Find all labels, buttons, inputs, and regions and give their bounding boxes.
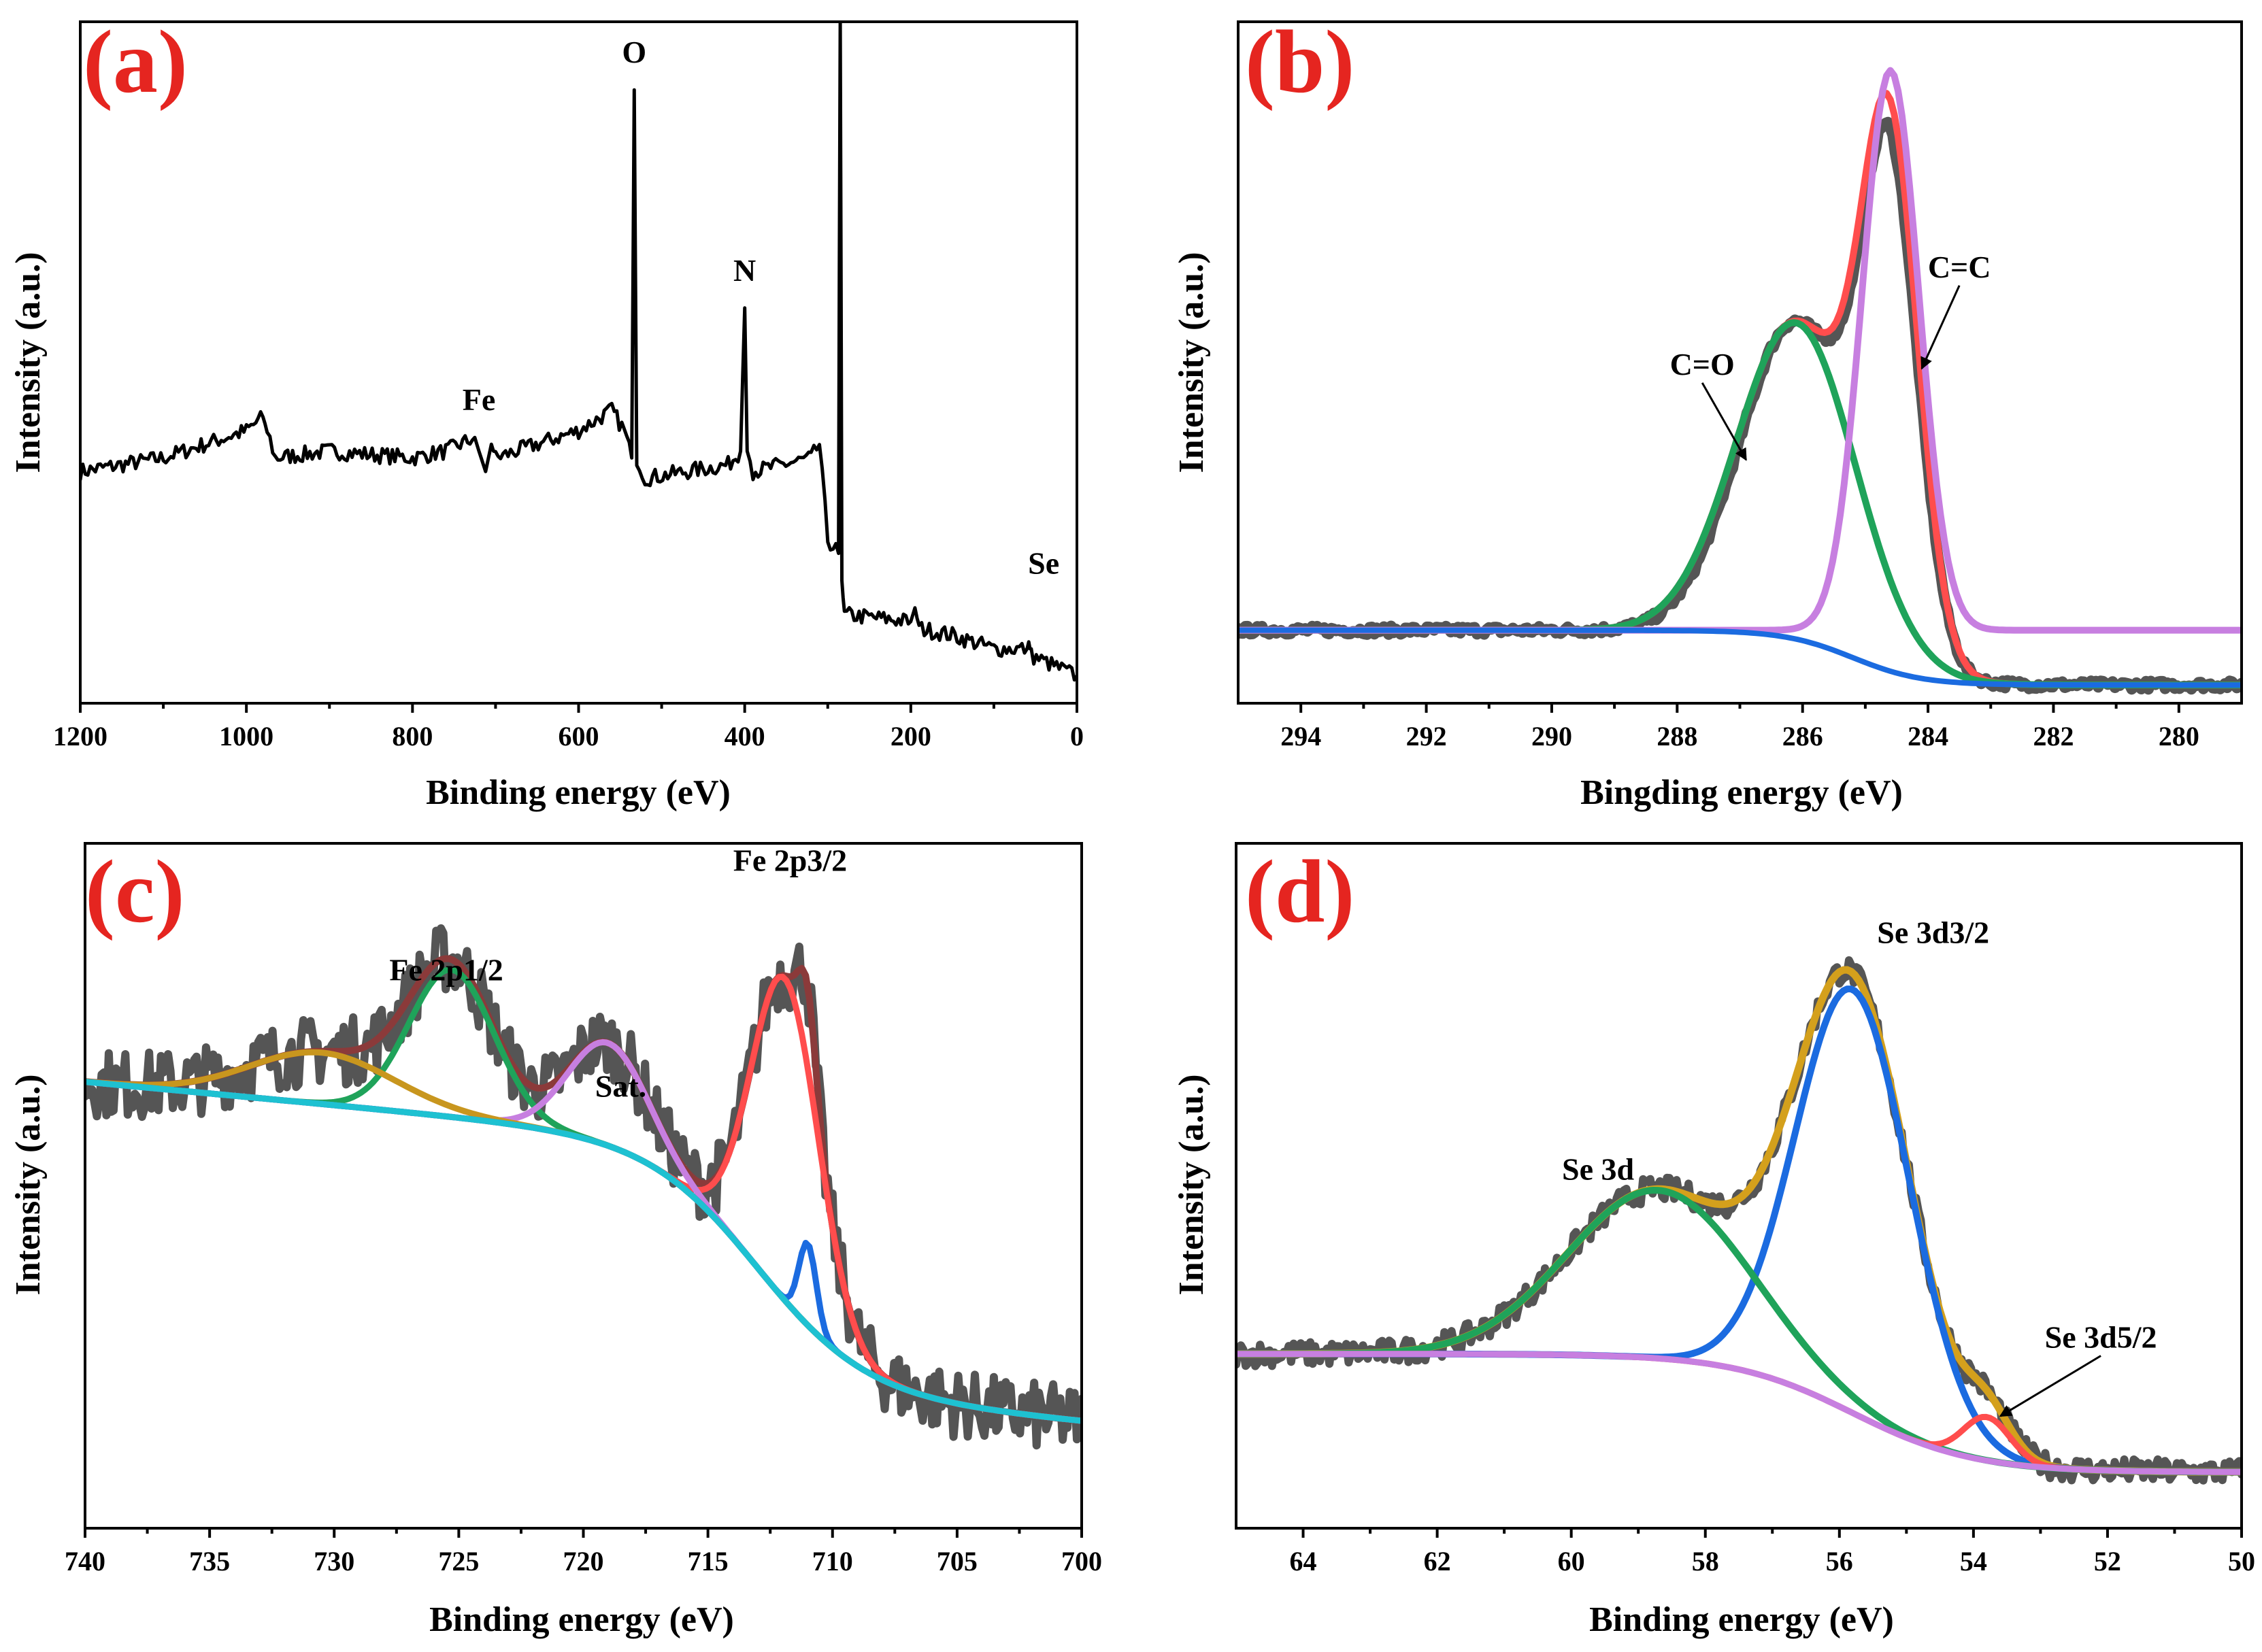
panel-b-x-tick-label: 292	[1406, 721, 1447, 752]
panel-a-x-axis-title: Binding energy (eV)	[426, 773, 731, 812]
panel-a-annotation-n: N	[733, 253, 756, 288]
panel-c-series-fe-2p3-2-sharp-component	[85, 1079, 1082, 1424]
panel-d-series-background	[1236, 1351, 2242, 1475]
panel-c-x-tick-label: 705	[937, 1546, 978, 1577]
panel-d-x-axis-title: Binding energy (eV)	[1589, 1600, 1894, 1639]
panel-d-annotation-se-3d5-2: Se 3d5/2	[2045, 1320, 2157, 1355]
panel-d-series-raw-data	[1236, 956, 2242, 1485]
panel-d-x-tick-label: 62	[1424, 1546, 1451, 1577]
panel-a-x-tick-label: 0	[1070, 721, 1084, 752]
panel-b-ticks: 294 292 290 288 286 284 282 280	[1280, 703, 2199, 752]
panel-b-c1s: 294 292 290 288 286 284 282 280 C=C C=O (b) Bing…	[1172, 12, 2243, 812]
panel-d-series-se-3d3-2-component	[1236, 985, 2242, 1476]
panel-b-annotations: C=C C=O	[1670, 250, 1991, 461]
panel-b-x-tick-label: 280	[2159, 721, 2199, 752]
panel-a-x-tick-label: 800	[392, 721, 433, 752]
panel-c-fe2p: 740 735 730 725 720 715 710 705 700 Fe 2p3/2Fe 2…	[9, 841, 1102, 1639]
panel-a-annotation-fe: Fe	[463, 382, 496, 417]
panel-a-annotation-se: Se	[1028, 546, 1059, 581]
panel-c-letter: (c)	[85, 841, 185, 941]
panel-a-series-survey	[80, 22, 1077, 682]
panel-b-x-tick-label: 284	[1908, 721, 1948, 752]
panel-c-y-axis-title: Intensity (a.u.)	[9, 1074, 48, 1295]
panel-c-x-tick-label: 740	[65, 1546, 105, 1577]
panel-a-x-tick-label: 200	[891, 721, 931, 752]
panel-d-se3d: 64 62 60 58 56 54 52 50 Se 3d3/2 Se 3d Se 3d5/2 (…	[1172, 841, 2255, 1639]
panel-a-plot-area	[80, 22, 1077, 682]
panel-c-x-tick-label: 730	[314, 1546, 354, 1577]
panel-b-x-tick-label: 286	[1782, 721, 1823, 752]
panel-d-x-tick-label: 58	[1692, 1546, 1719, 1577]
panel-c-annotations: Fe 2p3/2 Fe 2p1/2 Sat.	[389, 843, 847, 1103]
panel-d-annotation-se-3d3-2: Se 3d3/2	[1877, 915, 1989, 949]
panel-c-x-axis-title: Binding energy (eV)	[429, 1600, 734, 1639]
panel-d-series-fitted-envelope	[1236, 966, 2242, 1476]
panel-b-series-background	[1238, 627, 2242, 688]
panel-b-x-tick-label: 290	[1531, 721, 1572, 752]
panel-c-x-tick-label: 720	[563, 1546, 604, 1577]
panel-d-ticks: 64 62 60 58 56 54 52 50	[1290, 1528, 2255, 1577]
panel-c-series-raw-data	[85, 924, 1082, 1450]
panel-b-annotation-c-o: C=O	[1670, 347, 1735, 382]
panel-a-letter: (a)	[83, 12, 188, 112]
panel-c-x-tick-label: 710	[812, 1546, 853, 1577]
panel-c-x-tick-label: 735	[189, 1546, 230, 1577]
panel-c-plot-area	[85, 924, 1082, 1450]
panel-a-x-tick-label: 400	[725, 721, 765, 752]
panel-a-ticks: 1200 1000 800 600 400 200 0	[53, 703, 1084, 752]
panel-d-y-axis-title: Intensity (a.u.)	[1172, 1074, 1211, 1295]
panel-c-annotation-fe-2p3-2: Fe 2p3/2	[733, 843, 847, 877]
panel-b-x-tick-label: 288	[1657, 721, 1697, 752]
panel-c-annotation-sat: Sat.	[595, 1069, 646, 1104]
panel-b-annotation-arrow	[1920, 285, 1961, 370]
panel-b-x-tick-label: 282	[2033, 721, 2074, 752]
panel-a-x-tick-label: 1000	[219, 721, 273, 752]
panel-c-x-tick-label: 700	[1061, 1546, 1102, 1577]
panel-a-x-tick-label: 1200	[53, 721, 107, 752]
panel-a-annotation-o: O	[622, 35, 646, 69]
panel-c-ticks: 740 735 730 725 720 715 710 705 700	[65, 1528, 1102, 1577]
panel-d-x-tick-label: 50	[2228, 1546, 2255, 1577]
panel-d-annotations: Se 3d3/2 Se 3d Se 3d5/2	[1562, 915, 2157, 1417]
panel-d-x-tick-label: 60	[1558, 1546, 1585, 1577]
panel-d-plot-area	[1236, 956, 2242, 1485]
panel-c-x-tick-label: 725	[438, 1546, 479, 1577]
panel-a-y-axis-title: Intensity (a.u.)	[9, 252, 48, 473]
panel-b-annotation-c-c: C=C	[1928, 250, 1991, 284]
panel-b-frame	[1237, 20, 2243, 705]
panel-b-y-axis-title: Intensity (a.u.)	[1172, 252, 1211, 473]
panel-b-letter: (b)	[1245, 12, 1354, 112]
panel-c-annotation-fe-2p1-2: Fe 2p1/2	[389, 952, 503, 987]
panel-d-x-tick-label: 64	[1290, 1546, 1317, 1577]
panel-b-series-raw-data	[1238, 116, 2242, 695]
panel-c-series-satellite-component-730-5-ev	[85, 1049, 1082, 1424]
panel-c-series-sat-component	[85, 1039, 1082, 1424]
panel-d-letter: (d)	[1245, 841, 1354, 941]
panel-a-frame	[79, 20, 1078, 705]
panel-b-x-axis-title: Bingding energy (eV)	[1580, 773, 1903, 812]
panel-c-x-tick-label: 715	[688, 1546, 729, 1577]
panel-a-annotations: CONFeSe	[463, 35, 1059, 581]
panel-a-x-tick-label: 600	[559, 721, 599, 752]
panel-b-series-c-c-component	[1238, 67, 2242, 634]
panel-d-x-tick-label: 54	[1960, 1546, 1987, 1577]
panel-b-plot-area	[1238, 67, 2242, 695]
panel-d-x-tick-label: 52	[2094, 1546, 2121, 1577]
panel-d-x-tick-label: 56	[1826, 1546, 1853, 1577]
panel-b-x-tick-label: 294	[1280, 721, 1321, 752]
panel-d-annotation-arrow	[1999, 1355, 2101, 1417]
panel-b-annotation-arrow	[1701, 382, 1748, 461]
panel-b-series-fitted-envelope	[1238, 90, 2242, 689]
panel-d-annotation-se-3d: Se 3d	[1562, 1151, 1635, 1186]
panel-c-series-background	[85, 1079, 1082, 1424]
panel-d-frame	[1235, 842, 2243, 1530]
